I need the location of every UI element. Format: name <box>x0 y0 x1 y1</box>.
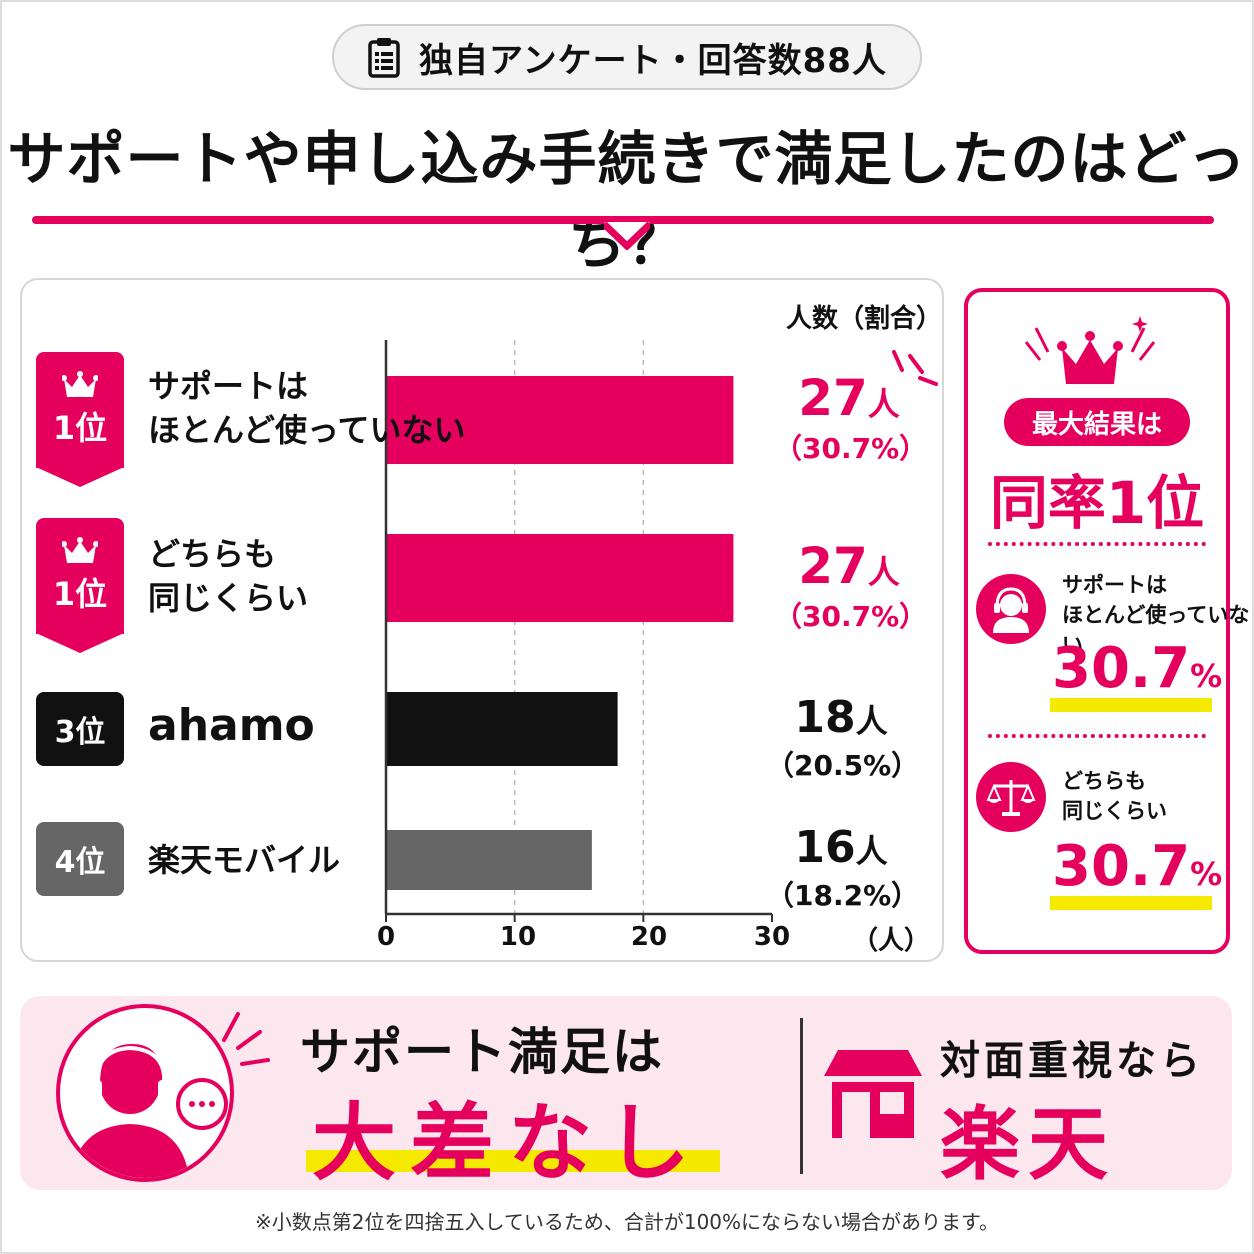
highlight-bar <box>1050 896 1212 910</box>
bottom-heading: サポート満足は <box>300 1023 664 1081</box>
support-agent-icon <box>56 1004 234 1182</box>
summary-item-label: どちらも 同じくらい <box>1062 769 1167 823</box>
bottom-emphasis: 大差なし <box>312 1094 705 1192</box>
count-unit: 人 <box>867 385 900 423</box>
badge-tail <box>36 467 124 487</box>
category-label-3: ahamo <box>148 700 315 751</box>
axis-title: 人数（割合） <box>786 304 943 334</box>
crown-icon <box>1024 316 1156 384</box>
headset-person-icon <box>976 574 1046 644</box>
badge-tail <box>36 633 124 653</box>
survey-pill: 独自アンケート・回答数88人 <box>332 24 922 90</box>
x-unit: （人） <box>852 926 931 956</box>
survey-text: 独自アンケート・回答数88人 <box>419 40 887 81</box>
title-pointer <box>604 222 650 250</box>
divider <box>800 1018 803 1174</box>
percent-unit: % <box>1190 657 1223 695</box>
percent-value: （18.2%） <box>766 879 920 912</box>
emphasis-lines-icon <box>892 350 938 386</box>
result-headline: 同率1位 <box>989 469 1205 537</box>
page-title: サポートや申し込み手続きで満足したのはどっち？ <box>7 125 1247 277</box>
store-icon <box>824 1050 922 1138</box>
x-tick: 0 <box>376 922 396 952</box>
emphasis-lines-icon <box>222 1012 270 1066</box>
value-label-3: 18人 （20.5%） <box>766 690 920 783</box>
value-label-1: 27人 （30.7%） <box>774 369 928 466</box>
percent-value: （30.7%） <box>774 600 928 633</box>
count-value: 18 <box>794 692 856 743</box>
percent-number: 30.7 <box>1052 834 1191 899</box>
count-unit: 人 <box>855 832 888 870</box>
rank-badge-3: 3位 <box>36 692 124 766</box>
category-label-1: サポートは ほとんど使っていない <box>148 367 466 449</box>
rank-badge-2: 1位 <box>36 518 124 634</box>
count-unit: 人 <box>867 553 900 591</box>
shop-value: 楽天 <box>940 1098 1116 1191</box>
title-underline <box>32 216 1214 224</box>
rank-badge-4: 4位 <box>36 822 124 896</box>
category-label-4: 楽天モバイル <box>148 841 341 879</box>
dotted-divider <box>988 542 1206 546</box>
count-value: 27 <box>798 369 868 427</box>
crown-icon <box>62 537 98 563</box>
percent-value: （20.5%） <box>766 749 920 782</box>
rank-badge-1: 1位 <box>36 352 124 468</box>
result-pill: 最大結果は <box>1004 398 1190 446</box>
summary-item-percent: 30.7% <box>1052 834 1222 899</box>
summary-item-label: サポートは ほとんど使っていない <box>1062 573 1250 657</box>
percent-number: 30.7 <box>1052 636 1191 701</box>
balance-scale-icon <box>976 762 1046 832</box>
rank-label: 1位 <box>52 409 108 447</box>
crown-icon <box>62 371 98 397</box>
count-unit: 人 <box>855 702 888 740</box>
x-tick: 20 <box>630 922 668 952</box>
clipboard-icon <box>368 38 400 78</box>
dotted-divider <box>988 734 1206 738</box>
highlight-bar <box>1050 698 1212 712</box>
percent-unit: % <box>1190 855 1223 893</box>
x-tick: 10 <box>499 922 537 952</box>
shop-label: 対面重視なら <box>940 1038 1204 1084</box>
highlight-bar <box>306 1150 720 1172</box>
count-value: 16 <box>794 822 856 873</box>
rank-label: 1位 <box>52 575 108 613</box>
x-tick: 30 <box>753 922 791 952</box>
footnote: ※小数点第2位を四捨五入しているため、合計が100%にならない場合があります。 <box>254 1210 1000 1234</box>
category-label-2: どちらも 同じくらい <box>148 535 309 617</box>
percent-value: （30.7%） <box>774 432 928 465</box>
value-label-4: 16人 （18.2%） <box>766 820 920 913</box>
value-label-2: 27人 （30.7%） <box>774 537 928 634</box>
count-value: 27 <box>798 537 868 595</box>
summary-item-percent: 30.7% <box>1052 636 1222 701</box>
